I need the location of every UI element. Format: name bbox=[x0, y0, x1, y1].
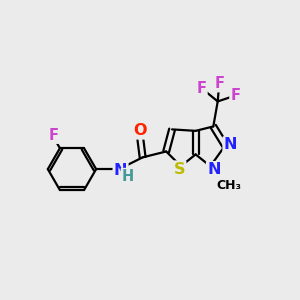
Text: CH₃: CH₃ bbox=[216, 179, 242, 192]
Text: N: N bbox=[224, 137, 237, 152]
Text: F: F bbox=[230, 88, 240, 103]
Text: H: H bbox=[122, 169, 134, 184]
Text: N: N bbox=[207, 162, 220, 177]
Text: N: N bbox=[114, 163, 127, 178]
Text: F: F bbox=[214, 76, 224, 91]
Text: O: O bbox=[133, 123, 146, 138]
Text: F: F bbox=[196, 81, 206, 96]
Text: S: S bbox=[174, 162, 185, 177]
Text: F: F bbox=[48, 128, 58, 143]
